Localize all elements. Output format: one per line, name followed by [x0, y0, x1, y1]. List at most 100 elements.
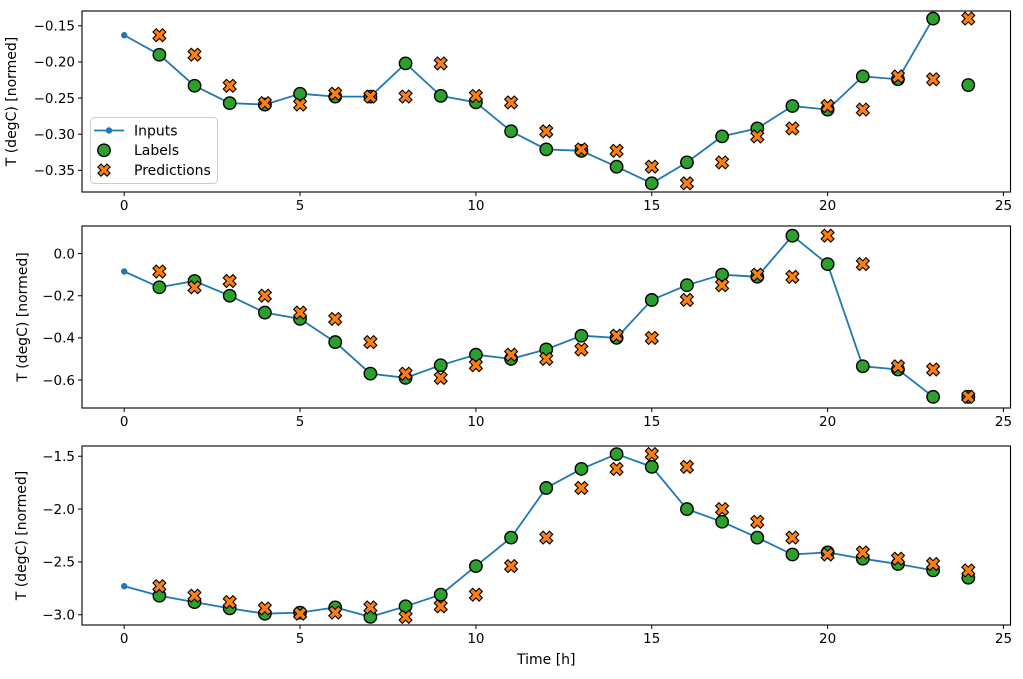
- legend: Inputs Labels Predictions: [90, 117, 218, 184]
- subplot-2: 0 5 10 15 20 25 0.0 −0.2 −0.4 −0.6 T (degC) [norme…: [15, 225, 1012, 430]
- x-tick-label: 15: [643, 198, 660, 214]
- labels-point: [855, 69, 870, 84]
- labels-point: [222, 96, 237, 111]
- x-tick-label: 0: [120, 631, 129, 647]
- predictions-point: [468, 587, 484, 602]
- predictions-point: [679, 459, 695, 475]
- labels-point: [398, 599, 413, 614]
- labels-point: [680, 502, 694, 516]
- labels-point: [539, 142, 554, 157]
- predictions-point: [257, 288, 273, 303]
- predictions-point: [925, 362, 941, 377]
- legend-label: Inputs: [134, 123, 178, 139]
- predictions-point: [187, 588, 202, 603]
- y-tick-label: −0.25: [34, 91, 75, 107]
- predictions-point: [574, 342, 589, 357]
- predictions-point: [363, 89, 378, 104]
- x-tick-label: 0: [120, 198, 129, 214]
- predictions-point: [820, 228, 835, 243]
- legend-label: Labels: [134, 143, 179, 159]
- predictions-point: [574, 142, 589, 157]
- predictions-point: [890, 69, 906, 84]
- predictions-point: [574, 480, 589, 496]
- labels-point: [539, 481, 554, 495]
- predictions-point: [292, 606, 308, 621]
- predictions-point: [363, 600, 378, 615]
- labels-point: [433, 587, 448, 602]
- labels-point: [715, 514, 730, 529]
- y-axis-title: T (degC) [normed]: [14, 471, 30, 602]
- x-axis-title: Time [h]: [516, 652, 576, 668]
- predictions-point: [961, 563, 976, 578]
- predictions-point: [468, 88, 484, 104]
- predictions-point: [714, 277, 730, 293]
- predictions-point: [820, 547, 835, 562]
- plot-frame: [81, 10, 1012, 193]
- x-tick-label: 0: [120, 414, 129, 430]
- legend-item-labels: Labels: [97, 143, 179, 159]
- labels-point: [187, 78, 202, 93]
- labels-point: [785, 547, 800, 562]
- labels-point: [222, 288, 237, 303]
- labels-point: [609, 159, 624, 174]
- y-axis: −0.15 −0.20 −0.25 −0.30 −0.35: [34, 19, 82, 179]
- y-tick-label: −0.6: [42, 373, 75, 389]
- predictions-point: [433, 370, 448, 386]
- predictions-point: [961, 11, 976, 26]
- predictions-point: [679, 292, 695, 308]
- x-tick-label: 15: [643, 414, 660, 430]
- x-tick-label: 15: [643, 631, 660, 647]
- subplot-1: 0 5 10 15 20 25 −0.15 −0.20 −0.25 −0.30 −0.35 T (de…: [4, 10, 1012, 214]
- labels-point: [398, 56, 413, 71]
- predictions-point: [503, 95, 519, 110]
- y-tick-label: −1.5: [42, 449, 75, 465]
- labels-point: [680, 278, 694, 293]
- predictions-point: [327, 605, 343, 620]
- x-tick-label: 5: [296, 414, 305, 430]
- labels-point: [433, 358, 448, 373]
- y-tick-label: −0.4: [42, 331, 75, 347]
- predictions-point: [152, 27, 167, 43]
- predictions-point: [398, 366, 413, 381]
- labels-point: [433, 89, 448, 103]
- x-axis: 0 5 10 15 20 25: [120, 192, 1012, 214]
- y-axis-title: T (degC) [normed]: [4, 37, 20, 168]
- predictions-point: [327, 311, 343, 327]
- x-tick-label: 25: [995, 631, 1012, 647]
- predictions-point: [257, 95, 273, 111]
- labels-point: [926, 11, 941, 26]
- legend-item-predictions: Predictions: [97, 163, 211, 179]
- labels-point: [504, 530, 518, 545]
- y-tick-label: −2.0: [42, 502, 75, 518]
- legend-label: Predictions: [134, 163, 211, 179]
- predictions-point: [785, 530, 800, 545]
- x-axis: 0 5 10 15 20 25: [120, 625, 1012, 647]
- x-tick-label: 25: [995, 198, 1012, 214]
- labels-point: [257, 305, 272, 320]
- predictions-point: [187, 47, 202, 62]
- predictions-point: [855, 545, 871, 560]
- subplot-3: 0 5 10 15 20 25 −1.5 −2.0 −2.5 −3.0 T (degC) [norm…: [14, 445, 1012, 668]
- predictions-points: [152, 228, 976, 405]
- predictions-point: [714, 501, 730, 517]
- x-tick-label: 20: [819, 414, 836, 430]
- predictions-point: [222, 273, 237, 289]
- predictions-point: [257, 601, 273, 616]
- labels-point: [328, 335, 343, 349]
- y-axis: −1.5 −2.0 −2.5 −3.0: [42, 449, 82, 624]
- x-tick-label: 10: [467, 631, 484, 647]
- predictions-point: [750, 267, 765, 282]
- predictions-point: [925, 556, 941, 572]
- labels-point: [961, 78, 976, 92]
- predictions-point: [890, 359, 906, 374]
- predictions-point: [152, 264, 167, 279]
- legend-item-inputs: Inputs: [94, 123, 178, 139]
- y-tick-label: −0.35: [34, 163, 75, 179]
- x-axis: 0 5 10 15 20 25: [120, 408, 1012, 430]
- predictions-point: [855, 256, 871, 272]
- labels-point: [152, 280, 167, 295]
- predictions-point: [222, 78, 237, 94]
- labels-point: [293, 86, 307, 101]
